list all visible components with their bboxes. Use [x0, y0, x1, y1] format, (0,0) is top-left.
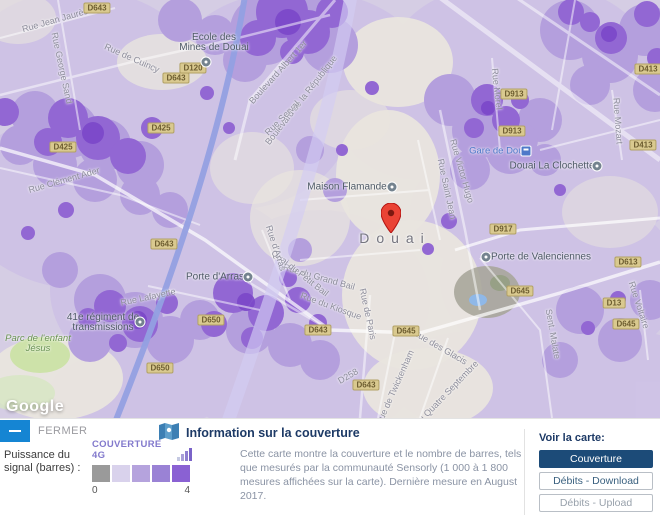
minus-icon	[0, 420, 30, 442]
coverage-info-panel: FERMER Information sur la couverture Pui…	[0, 418, 660, 518]
map-label: Rue d'Arras	[263, 223, 289, 273]
map-label: Rue du Kiosque	[299, 290, 363, 322]
map-label: Sent. Malate	[543, 308, 563, 360]
couverture-button[interactable]: Couverture	[539, 450, 653, 468]
coverage-legend: COUVERTURE 4G 0 4	[92, 439, 192, 496]
road-badge: D643	[304, 324, 332, 336]
road-badge: D913	[498, 125, 526, 137]
road-badge: D917	[489, 223, 517, 235]
road-badge: D650	[146, 362, 174, 374]
map-pin-icon[interactable]	[381, 203, 401, 233]
road-badge: D643	[352, 379, 380, 391]
legend-swatch	[132, 465, 150, 482]
map-label: Rue des Glacis	[411, 327, 469, 367]
view-selector-title: Voir la carte:	[539, 432, 605, 444]
map-label: Rue du Quatre Septembre	[399, 358, 481, 418]
map-label: Porte de Valenciennes	[491, 251, 591, 263]
road-badge: D643	[162, 72, 190, 84]
train-station-icon[interactable]	[520, 145, 532, 157]
poi-icon[interactable]	[200, 56, 212, 68]
poi-icon[interactable]	[386, 181, 398, 193]
map-label: Parc de l'enfant Jésus	[5, 333, 71, 354]
map-label: Rue Jean Jaurès	[20, 5, 90, 35]
road-badge: D650	[197, 314, 225, 326]
poi-icon[interactable]	[242, 271, 254, 283]
legend-scale-min: 0	[92, 485, 98, 496]
panel-title: Information sur la couverture	[186, 426, 360, 440]
vertical-divider	[524, 429, 525, 515]
map-label: Ecole des Mines de Douai	[179, 32, 249, 53]
legend-swatch	[152, 465, 170, 482]
map-label: Maison Flamande	[307, 181, 387, 193]
poi-icon[interactable]	[591, 160, 603, 172]
legend-swatch	[172, 465, 190, 482]
map-label: 41e régiment de transmissions	[66, 312, 140, 333]
network-type-label: COUVERTURE 4G	[92, 439, 162, 461]
legend-swatch	[112, 465, 130, 482]
road-badge: D413	[629, 139, 657, 151]
debits-download-button[interactable]: Débits - Download	[539, 472, 653, 490]
map-label: Douai La Clochette	[509, 160, 595, 172]
map-label: Porte d'Arras	[185, 271, 245, 283]
road-badge: D413	[634, 63, 660, 75]
map-label: Rue George Sand	[49, 31, 75, 105]
road-badge: D425	[147, 122, 175, 134]
road-badge: D425	[49, 141, 77, 153]
road-badge: D643	[150, 238, 178, 250]
close-panel-label: FERMER	[38, 425, 88, 437]
coverage-description: Cette carte montre la couverture et le n…	[240, 448, 522, 502]
legend-swatch	[92, 465, 110, 482]
close-panel-button[interactable]: FERMER	[0, 420, 87, 442]
google-logo[interactable]: Google	[6, 398, 65, 415]
road-badge: D645	[506, 285, 534, 297]
legend-color-scale	[92, 465, 192, 482]
road-badge: D645	[392, 325, 420, 337]
map-icon	[159, 423, 179, 440]
map-label: Rue de Cuincy	[102, 41, 162, 75]
debits-upload-button[interactable]: Débits - Upload	[539, 494, 653, 512]
road-badge: D13	[602, 297, 626, 309]
city-label-douai: Douai	[359, 230, 431, 246]
road-badge: D643	[83, 2, 111, 14]
road-badge: D120	[179, 62, 207, 74]
map-labels-layer: Rue Jean Jaurès Rue George Sand Rue de Cui…	[5, 2, 660, 418]
road-badge: D913	[500, 88, 528, 100]
map-label: Gare de Douai	[469, 145, 531, 157]
road-badge: D645	[612, 318, 640, 330]
map-canvas[interactable]: Rue Jean Jaurès Rue George Sand Rue de Cui…	[0, 0, 660, 418]
map-label: Rue Clément Ader	[27, 165, 101, 195]
road-badge: D613	[614, 256, 642, 268]
poi-icon[interactable]	[480, 251, 492, 263]
map-label: Rue Mozart	[611, 97, 625, 145]
signal-strength-caption: Puissance du signal (barres) :	[4, 449, 81, 474]
map-label: Rue Lafayette	[119, 286, 177, 308]
poi-icon[interactable]	[134, 316, 146, 328]
legend-scale-max: 4	[184, 485, 190, 496]
signal-bars-icon	[177, 448, 192, 461]
map-artwork	[0, 0, 660, 418]
map-view-selector: Voir la carte: Couverture Débits - Downl…	[539, 432, 653, 512]
